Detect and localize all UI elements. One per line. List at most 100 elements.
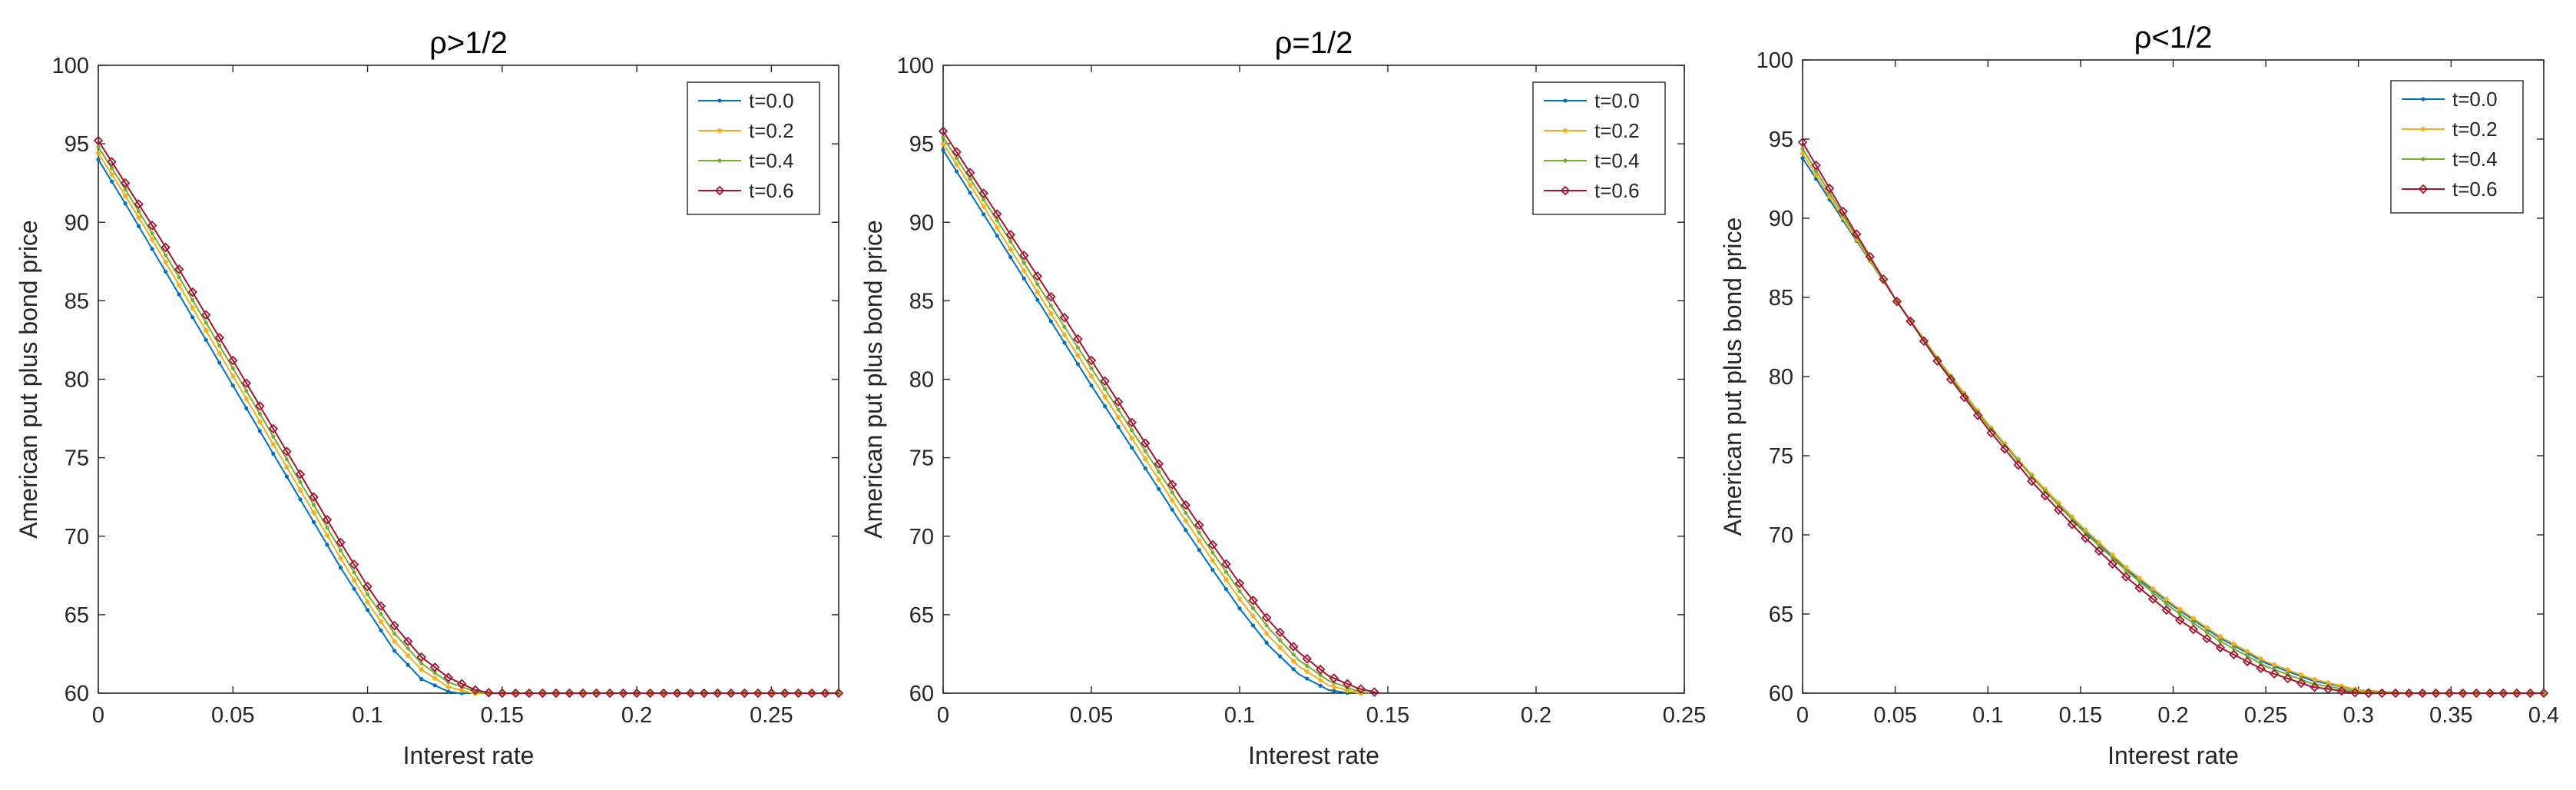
- data-point: [1329, 673, 1339, 683]
- legend-label: t=0.0: [2452, 88, 2498, 111]
- data-point: [2458, 688, 2468, 699]
- data-point: [177, 292, 181, 297]
- data-point: [1184, 528, 1188, 533]
- data-point: [2123, 564, 2129, 570]
- data-point: [2258, 661, 2263, 666]
- data-point: [2054, 505, 2064, 516]
- data-point: [470, 685, 481, 695]
- data-point: [565, 688, 574, 699]
- data-point: [134, 199, 144, 210]
- x-tick-label: 0.25: [750, 703, 793, 728]
- data-point: [405, 652, 411, 659]
- data-point: [2202, 633, 2212, 644]
- legend: t=0.0 t=0.2 t=0.4 t=0.6: [2390, 80, 2524, 214]
- data-point: [591, 688, 601, 699]
- data-point: [1130, 428, 1134, 433]
- x-tick-label: 0.1: [1224, 703, 1255, 728]
- data-point: [2040, 490, 2051, 501]
- data-point: [2325, 679, 2331, 685]
- y-tick-label: 95: [1769, 128, 1793, 152]
- data-point: [2309, 682, 2320, 692]
- legend-item: t=0.4: [2402, 148, 2498, 171]
- data-point: [1210, 550, 1215, 555]
- data-point: [363, 581, 372, 592]
- x-tick-label: 0.05: [1070, 703, 1113, 728]
- data-point: [2283, 673, 2293, 684]
- data-point: [1005, 230, 1016, 240]
- legend-item: t=0.4: [1544, 149, 1640, 172]
- chart-panel-1: 0 0.05 0.1 0.15 0.2 0.25 60 65 70 75 80 85 90 95 100 ρ>…: [15, 26, 844, 769]
- data-point: [2404, 688, 2414, 699]
- data-point: [940, 141, 946, 147]
- legend-marker: [717, 128, 723, 134]
- data-point: [2055, 500, 2061, 506]
- legend-marker: [717, 158, 722, 163]
- data-point: [244, 389, 249, 393]
- data-point: [1237, 596, 1243, 602]
- data-point: [978, 188, 988, 198]
- data-point: [1945, 374, 1956, 384]
- series-2: [940, 141, 1364, 696]
- legend-marker: [2418, 184, 2429, 194]
- legend-marker: [1562, 128, 1568, 134]
- data-point: [1343, 679, 1353, 689]
- data-point: [2151, 590, 2155, 595]
- y-tick-label: 65: [1769, 602, 1793, 627]
- data-point: [1021, 261, 1026, 265]
- data-point: [1318, 672, 1323, 678]
- series-3: [941, 135, 1370, 695]
- legend-label: t=0.2: [1594, 119, 1640, 142]
- y-tick-label: 60: [909, 682, 934, 706]
- data-point: [967, 182, 973, 188]
- data-point: [1263, 630, 1270, 636]
- data-point: [187, 287, 197, 297]
- legend-label: t=0.6: [2452, 178, 2498, 201]
- y-tick-label: 60: [65, 682, 89, 706]
- data-point: [325, 525, 329, 530]
- data-point: [1170, 490, 1174, 495]
- data-point: [1250, 613, 1257, 619]
- data-point: [1331, 684, 1337, 690]
- data-point: [1207, 539, 1218, 550]
- data-point: [954, 161, 960, 168]
- data-point: [136, 224, 141, 228]
- data-point: [149, 237, 155, 243]
- legend-marker: [2420, 126, 2426, 132]
- y-tick-label: 100: [52, 54, 89, 78]
- data-point: [190, 297, 195, 302]
- legend-marker: [1560, 185, 1571, 196]
- data-point: [551, 688, 561, 699]
- data-point: [419, 666, 425, 672]
- x-tick-label: 0.25: [1663, 703, 1706, 728]
- data-point: [243, 396, 250, 402]
- data-point: [497, 688, 508, 699]
- data-point: [2390, 688, 2401, 699]
- legend-item: t=0.0: [2402, 88, 2498, 111]
- chart-panel-2: 0 0.05 0.1 0.15 0.2 0.25 60 65 70 75 80 85 90 95 100 ρ=…: [859, 26, 1706, 769]
- data-point: [767, 688, 776, 699]
- data-point: [2137, 575, 2143, 581]
- data-point: [1315, 664, 1326, 675]
- y-tick-label: 95: [65, 132, 89, 157]
- data-point: [1157, 486, 1161, 491]
- data-point: [793, 688, 803, 699]
- data-point: [952, 147, 962, 157]
- legend-marker: [717, 98, 722, 103]
- data-point: [1116, 424, 1121, 430]
- series-line: [98, 140, 839, 694]
- data-point: [1140, 438, 1151, 448]
- data-point: [1824, 183, 1835, 194]
- data-point: [2377, 688, 2387, 699]
- data-point: [1250, 623, 1256, 628]
- legend-label: t=0.4: [1594, 149, 1640, 172]
- data-point: [271, 451, 276, 456]
- data-point: [1180, 500, 1191, 510]
- legend: t=0.0 t=0.2 t=0.4 t=0.6: [687, 81, 820, 215]
- data-point: [2124, 568, 2128, 573]
- data-point: [228, 355, 238, 366]
- legend-item: t=0.0: [1544, 89, 1640, 112]
- data-point: [1261, 612, 1272, 622]
- data-point: [2069, 513, 2075, 519]
- y-tick-label: 90: [65, 211, 89, 235]
